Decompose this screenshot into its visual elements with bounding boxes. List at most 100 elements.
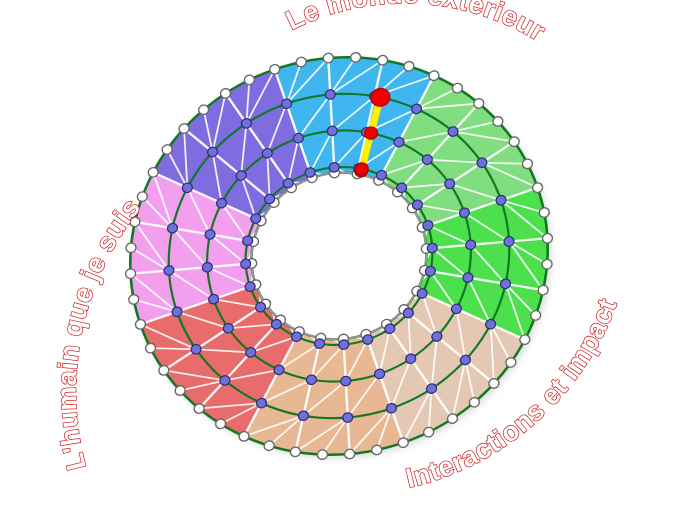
network-node[interactable] [263, 193, 276, 205]
network-node[interactable] [273, 364, 286, 376]
network-node[interactable] [341, 411, 354, 423]
network-node[interactable] [385, 402, 398, 414]
rim-node[interactable] [537, 284, 550, 296]
rim-node[interactable] [127, 293, 140, 305]
network-node[interactable] [235, 169, 248, 181]
network-node[interactable] [204, 228, 217, 240]
network-node[interactable] [282, 177, 295, 189]
network-node[interactable] [443, 178, 456, 190]
highlight-node[interactable] [354, 161, 370, 177]
network-node[interactable] [395, 182, 408, 194]
network-node[interactable] [476, 157, 489, 169]
rim-node[interactable] [295, 56, 308, 68]
network-node[interactable] [201, 261, 214, 273]
rim-node[interactable] [538, 207, 551, 219]
network-node[interactable] [171, 306, 184, 318]
network-node[interactable] [499, 278, 512, 290]
network-node[interactable] [416, 287, 429, 299]
network-node[interactable] [458, 207, 471, 219]
network-node[interactable] [326, 125, 339, 137]
highlight-node[interactable] [368, 86, 392, 109]
network-node[interactable] [304, 166, 317, 178]
network-node[interactable] [425, 383, 438, 395]
rim-node[interactable] [428, 70, 441, 82]
rim-node[interactable] [134, 318, 147, 330]
rim-node[interactable] [238, 430, 251, 442]
network-node[interactable] [166, 222, 179, 234]
rim-node[interactable] [397, 437, 410, 449]
rim-node[interactable] [343, 448, 356, 460]
network-node[interactable] [290, 331, 303, 343]
network-node[interactable] [422, 219, 435, 231]
network-node[interactable] [426, 242, 439, 254]
rim-node[interactable] [446, 413, 459, 425]
rim-node[interactable] [519, 334, 532, 346]
rim-node[interactable] [136, 191, 149, 203]
network-node[interactable] [244, 346, 257, 358]
rim-node[interactable] [422, 426, 435, 438]
rim-node[interactable] [125, 242, 138, 254]
rim-node[interactable] [289, 446, 302, 458]
network-node[interactable] [239, 258, 252, 270]
rim-node[interactable] [451, 82, 464, 94]
network-node[interactable] [163, 264, 176, 276]
rim-node[interactable] [158, 364, 171, 376]
rim-node[interactable] [371, 444, 384, 456]
network-node[interactable] [292, 132, 305, 144]
network-node[interactable] [244, 281, 257, 293]
rim-node[interactable] [505, 356, 518, 368]
network-node[interactable] [328, 161, 341, 173]
rim-node[interactable] [316, 449, 329, 461]
highlight-node-group[interactable] [332, 86, 412, 179]
network-node[interactable] [450, 303, 463, 315]
highlight-node[interactable] [363, 125, 379, 141]
rim-node[interactable] [529, 309, 542, 321]
rim-node[interactable] [129, 216, 142, 228]
rim-node[interactable] [263, 440, 276, 452]
network-node[interactable] [181, 182, 194, 194]
rim-node[interactable] [219, 87, 232, 99]
network-node[interactable] [375, 169, 388, 181]
rim-node[interactable] [144, 342, 157, 354]
network-node[interactable] [459, 354, 472, 366]
network-node[interactable] [270, 318, 283, 330]
network-node[interactable] [421, 154, 434, 166]
network-node[interactable] [404, 353, 417, 365]
network-node[interactable] [254, 301, 267, 313]
rim-node[interactable] [147, 166, 160, 178]
network-node[interactable] [338, 339, 351, 351]
network-node[interactable] [373, 368, 386, 380]
rim-node[interactable] [197, 104, 210, 116]
rim-node[interactable] [161, 143, 174, 155]
network-node[interactable] [410, 103, 423, 115]
network-node[interactable] [261, 147, 274, 159]
network-node[interactable] [250, 212, 263, 224]
rim-node[interactable] [468, 396, 481, 408]
network-node[interactable] [297, 410, 310, 422]
network-node[interactable] [402, 307, 415, 319]
rim-node[interactable] [322, 52, 335, 64]
network-node[interactable] [241, 235, 254, 247]
network-node[interactable] [447, 125, 460, 137]
rim-node[interactable] [403, 60, 416, 72]
rim-node[interactable] [473, 97, 486, 109]
network-node[interactable] [362, 333, 375, 345]
rim-node[interactable] [349, 51, 362, 63]
network-node[interactable] [207, 293, 220, 305]
network-node[interactable] [462, 271, 475, 283]
sector-purple[interactable] [134, 69, 320, 249]
network-node[interactable] [424, 265, 437, 277]
rim-node[interactable] [508, 136, 521, 148]
rim-node[interactable] [521, 158, 534, 170]
sector-pink[interactable] [95, 144, 280, 325]
network-node[interactable] [393, 136, 406, 148]
sector-green[interactable] [398, 187, 583, 368]
sector-tan-pale[interactable] [358, 263, 544, 443]
network-node[interactable] [431, 330, 444, 342]
network-node[interactable] [280, 98, 293, 110]
network-node[interactable] [240, 117, 253, 129]
rim-node[interactable] [193, 402, 206, 414]
network-node[interactable] [255, 397, 268, 409]
network-node[interactable] [503, 235, 516, 247]
rim-node[interactable] [492, 115, 505, 127]
